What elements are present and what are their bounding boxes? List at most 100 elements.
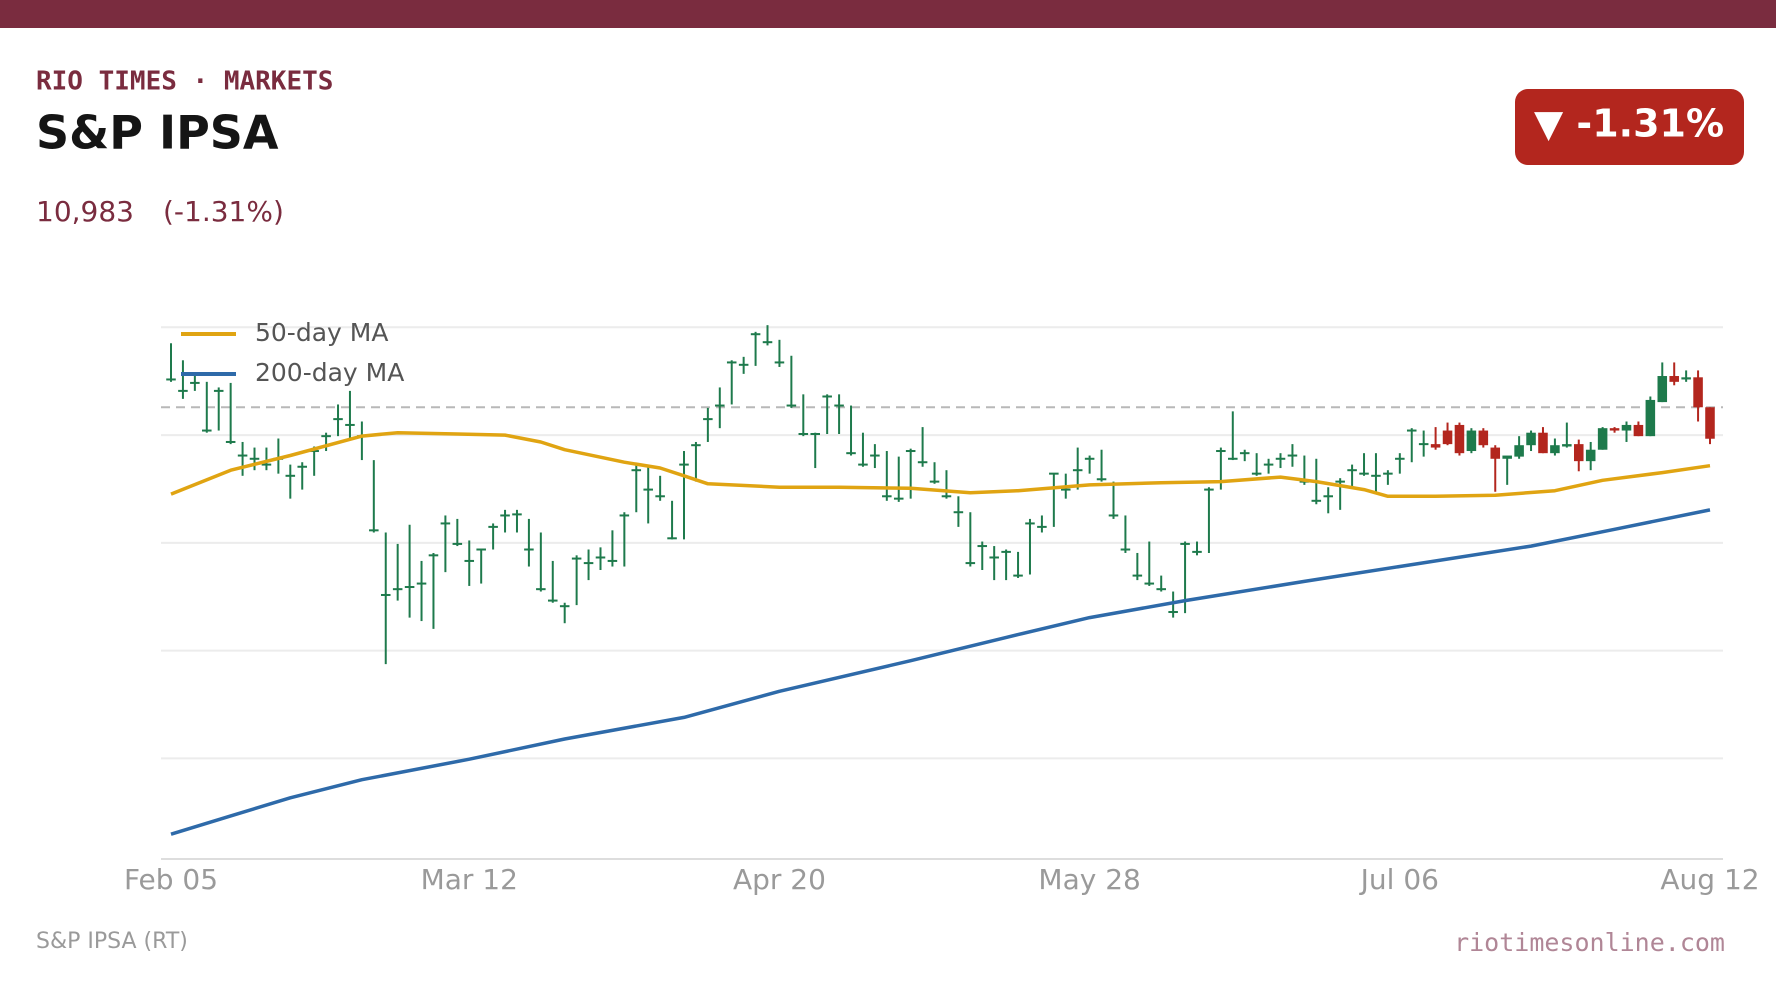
candle-body	[1275, 457, 1286, 460]
candle-body	[1168, 611, 1178, 614]
candle-body	[1383, 472, 1393, 475]
candle-body	[416, 582, 427, 585]
candle-body	[476, 548, 486, 551]
candle-body	[1478, 430, 1489, 446]
candle-body	[762, 341, 773, 344]
candle-body	[893, 497, 904, 500]
candle-body	[703, 418, 713, 421]
candle-body	[1096, 478, 1107, 481]
candle-body	[1705, 407, 1715, 439]
candle-body	[1609, 428, 1620, 431]
candle-body	[1323, 495, 1334, 498]
legend-label: 200-day MA	[255, 358, 404, 387]
x-tick-label: May 28	[1038, 863, 1140, 896]
candle-body	[213, 389, 224, 392]
candle-body	[1025, 522, 1035, 525]
candle-body	[726, 361, 737, 364]
candle-body	[488, 525, 498, 528]
candle-body	[1693, 377, 1703, 408]
candle-body	[1084, 457, 1095, 460]
candle-body	[1001, 550, 1011, 553]
candle-body	[667, 537, 677, 540]
candle-body	[202, 429, 212, 432]
candle-body	[1573, 444, 1584, 462]
candle-body	[774, 361, 785, 364]
candle-body	[1466, 430, 1477, 452]
candle-body	[1192, 550, 1202, 553]
candle-body	[1072, 469, 1083, 472]
candle-body	[500, 514, 510, 517]
candle-body	[1633, 424, 1644, 437]
candle-body	[369, 529, 379, 532]
candle-body	[464, 559, 475, 562]
candle-body	[428, 554, 439, 557]
candle-body	[1049, 472, 1059, 475]
candle-body	[977, 545, 988, 548]
candle-body	[822, 395, 832, 398]
candle-body	[1311, 499, 1322, 502]
candle-body	[1204, 488, 1214, 491]
candle-body	[1359, 472, 1369, 475]
candle-body	[810, 432, 821, 435]
price-change: (-1.31%)	[163, 195, 284, 228]
candle-body	[1156, 588, 1166, 591]
candle-body	[858, 463, 868, 466]
brand: RIO TIMES · MARKETS	[36, 67, 333, 97]
candle-body	[536, 588, 546, 591]
change-badge	[1515, 89, 1744, 165]
legend-label: 50-day MA	[255, 318, 388, 347]
candle-body	[1490, 447, 1501, 459]
candle-body	[249, 457, 260, 460]
candle-body	[333, 418, 343, 421]
candle-body	[953, 511, 964, 514]
candle-body	[1216, 450, 1226, 453]
candle-body	[571, 557, 582, 560]
candle-body	[750, 333, 761, 336]
candle-body	[178, 389, 188, 392]
candle-body	[285, 474, 296, 477]
candle-body	[738, 363, 749, 366]
candle-body	[1430, 444, 1441, 448]
price: 10,983	[36, 195, 134, 228]
candle-body	[595, 556, 606, 559]
candle-body	[1347, 469, 1357, 472]
title: S&P IPSA	[36, 106, 279, 160]
candle-body	[1406, 429, 1417, 432]
candle-body	[440, 522, 451, 525]
candle-body	[989, 556, 999, 559]
candle-body	[309, 450, 319, 453]
candle-body	[691, 444, 701, 447]
candle-body	[798, 432, 809, 435]
source: S&P IPSA (RT)	[36, 929, 188, 954]
candle-body	[679, 463, 689, 466]
site: riotimesonline.com	[1454, 928, 1725, 957]
candle-body	[1335, 480, 1345, 483]
candle-body	[1251, 472, 1262, 475]
candle-body	[321, 435, 331, 438]
candle-body	[1669, 376, 1679, 382]
candle-body	[392, 588, 403, 591]
candle-body	[1454, 424, 1465, 454]
candle-body	[1621, 424, 1632, 431]
moving-average-line	[170, 430, 1711, 499]
candle-body	[1263, 463, 1274, 466]
candle-body	[345, 423, 355, 426]
candle-body	[631, 469, 642, 472]
candle-body	[1037, 525, 1047, 528]
candle-body	[1585, 449, 1596, 462]
candle-body	[380, 593, 391, 596]
candle-body	[297, 465, 308, 468]
candle-body	[870, 454, 880, 457]
candle-body	[1132, 574, 1143, 577]
candle-body	[225, 440, 236, 443]
candle-body	[1395, 457, 1405, 460]
change-badge-text: ▼ -1.31%	[1534, 102, 1724, 146]
candle-body	[917, 461, 928, 464]
candle-body	[1120, 548, 1131, 551]
x-tick-label: Jul 06	[1359, 863, 1439, 896]
x-tick-label: Feb 05	[124, 863, 218, 896]
candle-body	[1239, 452, 1250, 455]
candle-body	[1550, 445, 1560, 454]
